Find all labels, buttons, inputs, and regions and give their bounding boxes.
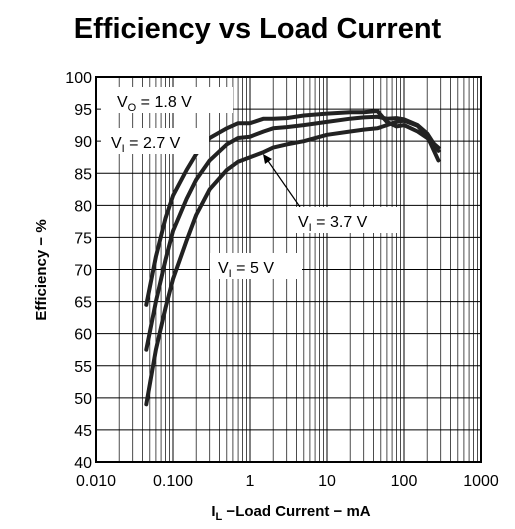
y-tick-label: 75 bbox=[74, 230, 92, 247]
annotations: VO = 1.8 V VI = 2.7 V VI = 3.7 V VI = 5 … bbox=[101, 87, 398, 280]
series-line-1 bbox=[144, 109, 441, 307]
y-tick-label: 100 bbox=[65, 70, 92, 87]
annotation-vi5-sub: I bbox=[229, 268, 232, 280]
annotation-vo-rest: = 1.8 V bbox=[136, 94, 192, 111]
svg-text:VI = 2.7 V: VI = 2.7 V bbox=[111, 135, 181, 155]
x-tick-label: 1000 bbox=[463, 473, 499, 490]
annotation-vi37-rest: = 3.7 V bbox=[312, 214, 368, 231]
x-axis-label-sub: L bbox=[216, 511, 223, 523]
annotation-vi27-rest: = 2.7 V bbox=[125, 135, 181, 152]
y-tick-label: 45 bbox=[74, 423, 92, 440]
grid bbox=[95, 76, 481, 463]
x-tick-label: 1 bbox=[246, 473, 255, 490]
x-tick-label: 100 bbox=[391, 473, 418, 490]
series-line-3 bbox=[144, 118, 441, 407]
annotation-vi37-sub: I bbox=[309, 222, 312, 234]
y-tick-label: 55 bbox=[74, 359, 92, 376]
annotation-vi-5v: VI = 5 V bbox=[210, 253, 302, 280]
plot-frame bbox=[95, 76, 482, 463]
annotation-vo-sub: O bbox=[128, 102, 137, 114]
annotation-vi37-main: V bbox=[298, 214, 309, 231]
annotation-vi5-main: V bbox=[218, 260, 229, 277]
y-tick-label: 65 bbox=[74, 295, 92, 312]
annotation-vo-main: V bbox=[117, 94, 128, 111]
x-tick-label: 0.100 bbox=[153, 473, 193, 490]
annotation-vi27-sub: I bbox=[122, 143, 125, 155]
y-tick-labels: 40 45 50 55 60 65 70 75 80 85 90 95 100 bbox=[65, 70, 92, 472]
annotation-vi27-main: V bbox=[111, 135, 122, 152]
series-line-2 bbox=[144, 114, 441, 352]
y-tick-label: 85 bbox=[74, 166, 92, 183]
annotation-vi-3-7v: VI = 3.7 V bbox=[288, 207, 398, 234]
x-axis-label-rest: −Load Current − mA bbox=[222, 503, 371, 520]
y-tick-label: 70 bbox=[74, 263, 92, 280]
x-tick-labels: 0.010 0.100 1 10 100 1000 bbox=[76, 473, 499, 490]
svg-text:VO = 1.8 V: VO = 1.8 V bbox=[117, 94, 192, 114]
chart-title: Efficiency vs Load Current bbox=[73, 13, 442, 45]
annotation-leader-line bbox=[265, 157, 301, 208]
x-axis-label: IL −Load Current − mA bbox=[211, 503, 370, 523]
series-layer bbox=[144, 109, 441, 407]
y-tick-label: 80 bbox=[74, 198, 92, 215]
y-axis-label: Efficiency − % bbox=[33, 219, 50, 320]
x-axis-label-main: I bbox=[211, 503, 215, 520]
x-tick-label: 0.010 bbox=[76, 473, 116, 490]
y-tick-label: 40 bbox=[74, 455, 92, 472]
y-tick-label: 90 bbox=[74, 134, 92, 151]
y-tick-label: 50 bbox=[74, 391, 92, 408]
annotation-vi-2-7v: VI = 2.7 V bbox=[101, 128, 209, 155]
x-tick-label: 10 bbox=[318, 473, 336, 490]
y-tick-label: 95 bbox=[74, 102, 92, 119]
annotation-vo-1-8v: VO = 1.8 V bbox=[101, 87, 233, 114]
annotation-vi5-rest: = 5 V bbox=[232, 260, 275, 277]
svg-text:VI = 5 V: VI = 5 V bbox=[218, 260, 274, 280]
annotation-arrowhead bbox=[263, 154, 272, 164]
y-tick-label: 60 bbox=[74, 327, 92, 344]
svg-text:VI = 3.7 V: VI = 3.7 V bbox=[298, 214, 368, 234]
